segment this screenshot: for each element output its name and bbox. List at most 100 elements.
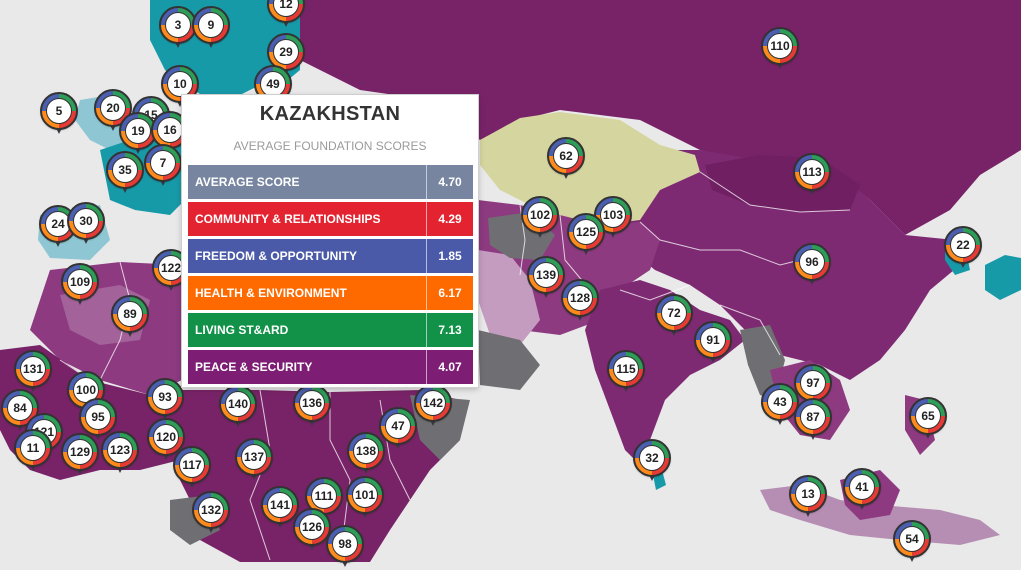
- map-marker-pin[interactable]: 138: [347, 432, 385, 477]
- map-marker-pin[interactable]: 19: [119, 112, 157, 157]
- score-row-health: HEALTH & ENVIRONMENT 6.17: [188, 276, 473, 310]
- map-marker-pin[interactable]: 102: [521, 196, 559, 241]
- marker-outline: [161, 65, 199, 103]
- map-marker-pin[interactable]: 87: [794, 398, 832, 443]
- score-row-average: AVERAGE SCORE 4.70: [188, 165, 473, 199]
- map-marker-pin[interactable]: 65: [909, 397, 947, 442]
- map-marker-pin[interactable]: 137: [235, 438, 273, 483]
- map-marker-pin[interactable]: 125: [567, 213, 605, 258]
- marker-outline: [694, 321, 732, 359]
- marker-outline: [94, 89, 132, 127]
- tooltip-country-name: KAZAKHSTAN: [259, 103, 401, 125]
- marker-outline: [192, 6, 230, 44]
- map-marker-pin[interactable]: 54: [893, 520, 931, 565]
- map-marker-pin[interactable]: 98: [326, 525, 364, 570]
- marker-rank-label: 19: [125, 118, 151, 144]
- marker-outline: [843, 468, 881, 506]
- marker-outline: [793, 243, 831, 281]
- marker-rank-label: 84: [7, 395, 33, 421]
- map-marker-pin[interactable]: 120: [147, 418, 185, 463]
- arabia-region[interactable]: [478, 330, 540, 390]
- marker-outline: [146, 378, 184, 416]
- marker-rank-label: 35: [112, 157, 138, 183]
- marker-rank-label: 110: [767, 33, 793, 59]
- map-marker-pin[interactable]: 9: [192, 6, 230, 51]
- map-marker-pin[interactable]: 72: [655, 294, 693, 339]
- map-marker-pin[interactable]: 115: [607, 350, 645, 395]
- marker-outline: [521, 196, 559, 234]
- marker-outline: [40, 92, 78, 130]
- score-row-freedom: FREEDOM & OPPORTUNITY 1.85: [188, 239, 473, 273]
- map-marker-pin[interactable]: 22: [944, 226, 982, 271]
- map-marker-pin[interactable]: 110: [761, 27, 799, 72]
- map-marker-pin[interactable]: 7: [144, 144, 182, 189]
- map-marker-pin[interactable]: 129: [61, 433, 99, 478]
- map-marker-pin[interactable]: 91: [694, 321, 732, 366]
- marker-rank-label: 129: [67, 439, 93, 465]
- map-marker-pin[interactable]: 43: [761, 383, 799, 428]
- map-marker-pin[interactable]: 128: [561, 279, 599, 324]
- marker-rank-label: 139: [533, 262, 559, 288]
- map-marker-pin[interactable]: 131: [14, 350, 52, 395]
- map-marker-pin[interactable]: 101: [346, 476, 384, 521]
- map-marker-pin[interactable]: 35: [106, 151, 144, 196]
- marker-outline: [111, 295, 149, 333]
- marker-rank-label: 137: [241, 444, 267, 470]
- marker-outline: [347, 432, 385, 470]
- map-marker-pin[interactable]: 89: [111, 295, 149, 340]
- map-marker-pin[interactable]: 13: [789, 475, 827, 520]
- china-region[interactable]: [615, 150, 960, 380]
- map-marker-pin[interactable]: 132: [192, 491, 230, 536]
- score-row-living-standard: LIVING ST&ARD 7.13: [188, 313, 473, 347]
- marker-outline: [793, 153, 831, 191]
- marker-rank-label: 43: [767, 389, 793, 415]
- marker-outline: [789, 475, 827, 513]
- marker-outline: [655, 294, 693, 332]
- map-marker-pin[interactable]: 32: [633, 439, 671, 484]
- map-marker-pin[interactable]: 136: [293, 384, 331, 429]
- marker-rank-label: 10: [167, 71, 193, 97]
- map-marker-pin[interactable]: 11: [14, 429, 52, 474]
- score-value: 1.85: [426, 239, 473, 273]
- map-marker-pin[interactable]: 47: [379, 407, 417, 452]
- marker-rank-label: 100: [73, 377, 99, 403]
- map-marker-pin[interactable]: 141: [261, 486, 299, 531]
- marker-outline: [147, 418, 185, 456]
- marker-outline: [14, 350, 52, 388]
- map-marker-pin[interactable]: 95: [79, 398, 117, 443]
- map-marker-pin[interactable]: 41: [843, 468, 881, 513]
- iran-region[interactable]: [478, 250, 540, 345]
- marker-outline: [567, 213, 605, 251]
- marker-outline: [893, 520, 931, 558]
- map-marker-pin[interactable]: 123: [101, 431, 139, 476]
- map-marker-pin[interactable]: 117: [173, 446, 211, 491]
- map-marker-pin[interactable]: 142: [414, 384, 452, 429]
- marker-outline: [547, 137, 585, 175]
- map-marker-pin[interactable]: 96: [793, 243, 831, 288]
- marker-rank-label: 140: [225, 391, 251, 417]
- map-marker-pin[interactable]: 24: [39, 205, 77, 250]
- map-marker-pin[interactable]: 62: [547, 137, 585, 182]
- map-marker-pin[interactable]: 5: [40, 92, 78, 137]
- map-marker-pin[interactable]: 30: [67, 202, 105, 247]
- map-marker-pin[interactable]: 126: [293, 508, 331, 553]
- marker-outline: [61, 433, 99, 471]
- marker-rank-label: 98: [332, 531, 358, 557]
- marker-outline: [633, 439, 671, 477]
- map-marker-pin[interactable]: 93: [146, 378, 184, 423]
- map-marker-pin[interactable]: 12: [267, 0, 305, 30]
- map-marker-pin[interactable]: 3: [159, 6, 197, 51]
- marker-outline: [144, 144, 182, 182]
- map-marker-pin[interactable]: 113: [793, 153, 831, 198]
- map-marker-pin[interactable]: 29: [267, 33, 305, 78]
- score-label: FREEDOM & OPPORTUNITY: [195, 249, 358, 263]
- map-marker-pin[interactable]: 109: [61, 263, 99, 308]
- map-marker-pin[interactable]: 20: [94, 89, 132, 134]
- japan-region[interactable]: [985, 255, 1021, 300]
- marker-outline: [761, 383, 799, 421]
- map-marker-pin[interactable]: 139: [527, 256, 565, 301]
- marker-rank-label: 113: [799, 159, 825, 185]
- map-marker-pin[interactable]: 84: [1, 389, 39, 434]
- map-marker-pin[interactable]: 140: [219, 385, 257, 430]
- marker-rank-label: 72: [661, 300, 687, 326]
